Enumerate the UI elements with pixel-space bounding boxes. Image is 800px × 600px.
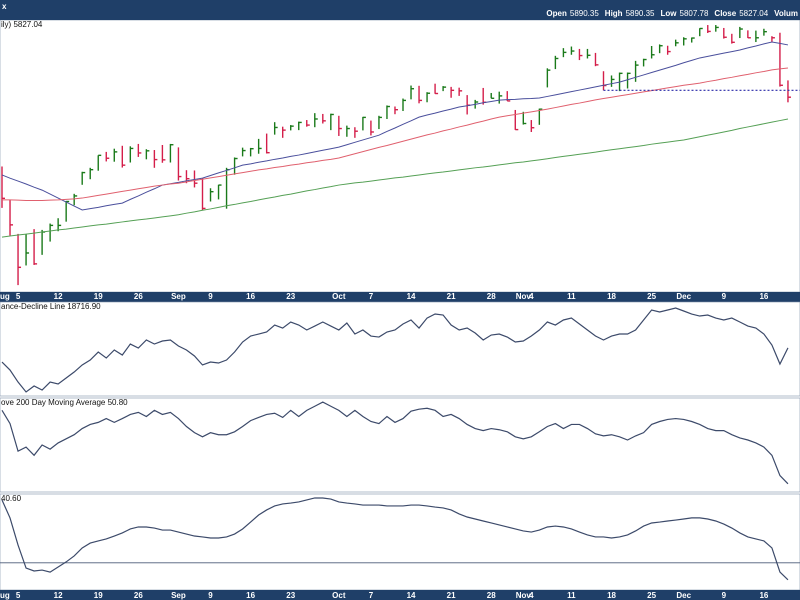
- x-tick-label: 12: [54, 591, 63, 600]
- x-tick-label: 14: [407, 591, 416, 600]
- x-tick-label: Dec: [676, 591, 691, 600]
- x-tick-label: Sep: [171, 292, 186, 301]
- x-tick-label: 28: [487, 591, 496, 600]
- quote-value: 5890.35: [625, 9, 655, 18]
- x-tick-label: 19: [94, 292, 103, 301]
- quote-line: Open 5890.35 High 5890.35 Low 5807.78 Close 582…: [546, 9, 798, 18]
- indicator-line: [1, 497, 789, 581]
- x-tick-label: Dec: [676, 292, 691, 301]
- x-tick-label: 4: [529, 292, 534, 301]
- x-tick-label: Aug: [0, 591, 10, 600]
- x-tick-label: 18: [607, 292, 616, 301]
- x-tick-label: 11: [567, 591, 576, 600]
- x-tick-label: 28: [487, 292, 496, 301]
- x-tick-label: 9: [722, 292, 727, 301]
- x-tick-label: 26: [134, 292, 143, 301]
- x-tick-label: 18: [607, 591, 616, 600]
- quote-label: Open: [546, 9, 567, 18]
- moving-average-line: [1, 41, 789, 211]
- x-tick-label: Nov: [516, 292, 532, 301]
- quote-item: Low 5807.78: [661, 9, 709, 18]
- quote-item: High 5890.35: [605, 9, 655, 18]
- panel-label: ily) 5827.04: [1, 20, 43, 29]
- x-tick-label: 9: [722, 591, 727, 600]
- x-tick-label: 16: [759, 591, 768, 600]
- x-tick-label: 7: [369, 591, 374, 600]
- x-tick-label: 23: [286, 591, 295, 600]
- moving-average-line: [1, 118, 789, 238]
- x-tick-label: 26: [134, 591, 143, 600]
- x-tick-label: 4: [529, 591, 534, 600]
- indicator-panel: [0, 397, 800, 493]
- x-tick-label: 9: [208, 591, 213, 600]
- symbol: x: [2, 2, 7, 11]
- panel-label: ove 200 Day Moving Average 50.80: [1, 398, 128, 407]
- x-tick-label: Oct: [332, 591, 346, 600]
- x-tick-label: 21: [447, 292, 456, 301]
- quote-item: Close 5827.04: [714, 9, 768, 18]
- indicator-panel: [0, 493, 800, 591]
- x-tick-label: 16: [246, 591, 255, 600]
- x-tick-label: Aug: [0, 292, 10, 301]
- x-tick-label: Nov: [516, 591, 532, 600]
- x-tick-label: 21: [447, 591, 456, 600]
- x-tick-label: 7: [369, 292, 374, 301]
- x-tick-label: 12: [54, 292, 63, 301]
- x-tick-label: 16: [246, 292, 255, 301]
- x-tick-label: 5: [16, 591, 21, 600]
- x-tick-label: 16: [759, 292, 768, 301]
- date-axis-band: [0, 292, 800, 302]
- moving-average-line: [2, 67, 789, 201]
- indicator-panel: [0, 301, 800, 397]
- x-tick-label: 25: [647, 591, 656, 600]
- x-tick-label: 9: [208, 292, 213, 301]
- x-tick-label: 11: [567, 292, 576, 301]
- quote-label: High: [604, 9, 623, 18]
- price-panel: [0, 19, 800, 293]
- quote-label: Low: [660, 9, 677, 18]
- x-tick-label: 5: [16, 292, 21, 301]
- x-tick-label: 14: [407, 292, 416, 301]
- x-tick-label: 19: [94, 591, 103, 600]
- quote-item: Volum: [774, 9, 798, 18]
- quote-value: 5807.78: [679, 9, 709, 18]
- x-tick-label: Oct: [332, 292, 346, 301]
- quote-label: Close: [714, 9, 737, 18]
- date-axis-band: [0, 590, 800, 600]
- header-bar: x Open 5890.35 High 5890.35 Low 5807.78 Close 5…: [0, 0, 800, 20]
- panel-label: 40.60: [1, 494, 22, 503]
- panel-label: ance-Decline Line 18716.90: [1, 302, 101, 311]
- quote-item: Open 5890.35: [546, 9, 598, 18]
- quote-value: 5890.35: [569, 9, 599, 18]
- indicator-line: [1, 307, 789, 393]
- quote-label: Volum: [774, 9, 798, 18]
- x-tick-label: 25: [647, 292, 656, 301]
- quote-value: 5827.04: [739, 9, 769, 18]
- x-tick-label: 23: [286, 292, 295, 301]
- indicator-line: [1, 401, 789, 485]
- x-tick-label: Sep: [171, 591, 186, 600]
